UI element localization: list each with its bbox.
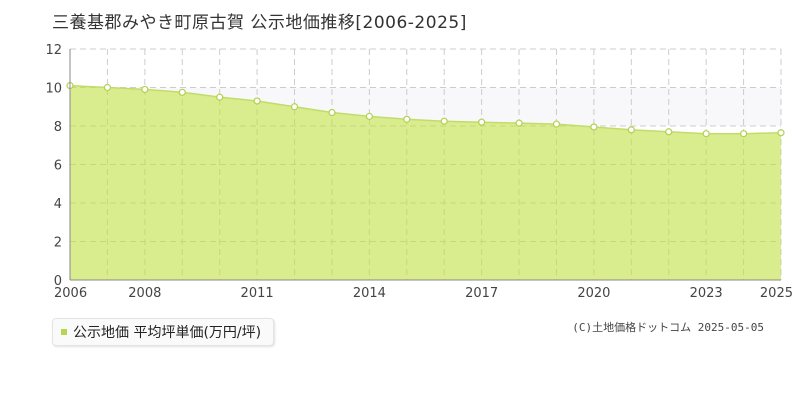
x-tick-labels: 2006 2008 2011 2014 2017 2020 2023 2025	[54, 286, 793, 301]
data-point-2019	[552, 120, 561, 128]
y-tick-label: 10	[45, 82, 62, 97]
y-tick-label: 8	[54, 120, 62, 135]
data-point-2016	[440, 117, 448, 125]
x-tick-label: 2017	[465, 286, 498, 301]
copyright-text: (C)土地価格ドットコム 2025-05-05	[572, 321, 764, 334]
y-tick-label: 12	[45, 43, 62, 58]
data-point-2008	[141, 85, 149, 94]
data-point-2023	[702, 130, 710, 138]
data-point-2017	[478, 118, 486, 126]
x-tick-label: 2006	[54, 286, 87, 301]
data-point-2014	[365, 112, 373, 120]
data-point-2022	[665, 128, 673, 136]
data-point-2021	[627, 126, 635, 134]
data-point-2024	[739, 130, 748, 138]
y-tick-label: 2	[54, 236, 62, 251]
x-tick-label: 2025	[760, 286, 793, 301]
area-fill	[70, 85, 781, 280]
x-tick-label: 2020	[577, 286, 610, 301]
y-tick-label: 6	[54, 159, 62, 174]
data-point-2020	[590, 123, 598, 131]
data-point-2011	[253, 97, 261, 105]
legend-label: 公示地価 平均坪単価(万円/坪)	[73, 325, 262, 341]
chart-title: 三養基郡みやき町原古賀 公示地価推移[2006-2025]	[52, 13, 467, 33]
data-point-2025	[777, 129, 785, 137]
data-point-2007	[103, 83, 112, 92]
data-point-2010	[216, 93, 224, 101]
data-point-2009	[178, 88, 186, 96]
y-tick-label: 4	[54, 197, 62, 212]
data-point-2012	[290, 103, 299, 111]
x-tick-label: 2014	[353, 286, 386, 301]
data-points	[66, 81, 785, 138]
series-line	[69, 84, 782, 135]
legend: 公示地価 平均坪単価(万円/坪)	[52, 318, 275, 346]
data-point-2018	[515, 119, 523, 127]
axes	[69, 49, 781, 281]
data-point-2013	[328, 108, 336, 117]
x-tick-label: 2011	[241, 286, 274, 301]
x-tick-label: 2023	[690, 286, 723, 301]
data-point-2015	[403, 115, 411, 123]
y-tick-label: 0	[54, 274, 62, 289]
legend-marker	[61, 329, 67, 335]
x-tick-label: 2008	[128, 286, 161, 301]
y-tick-labels: 0 2 4 6 8 10 12	[45, 43, 62, 289]
